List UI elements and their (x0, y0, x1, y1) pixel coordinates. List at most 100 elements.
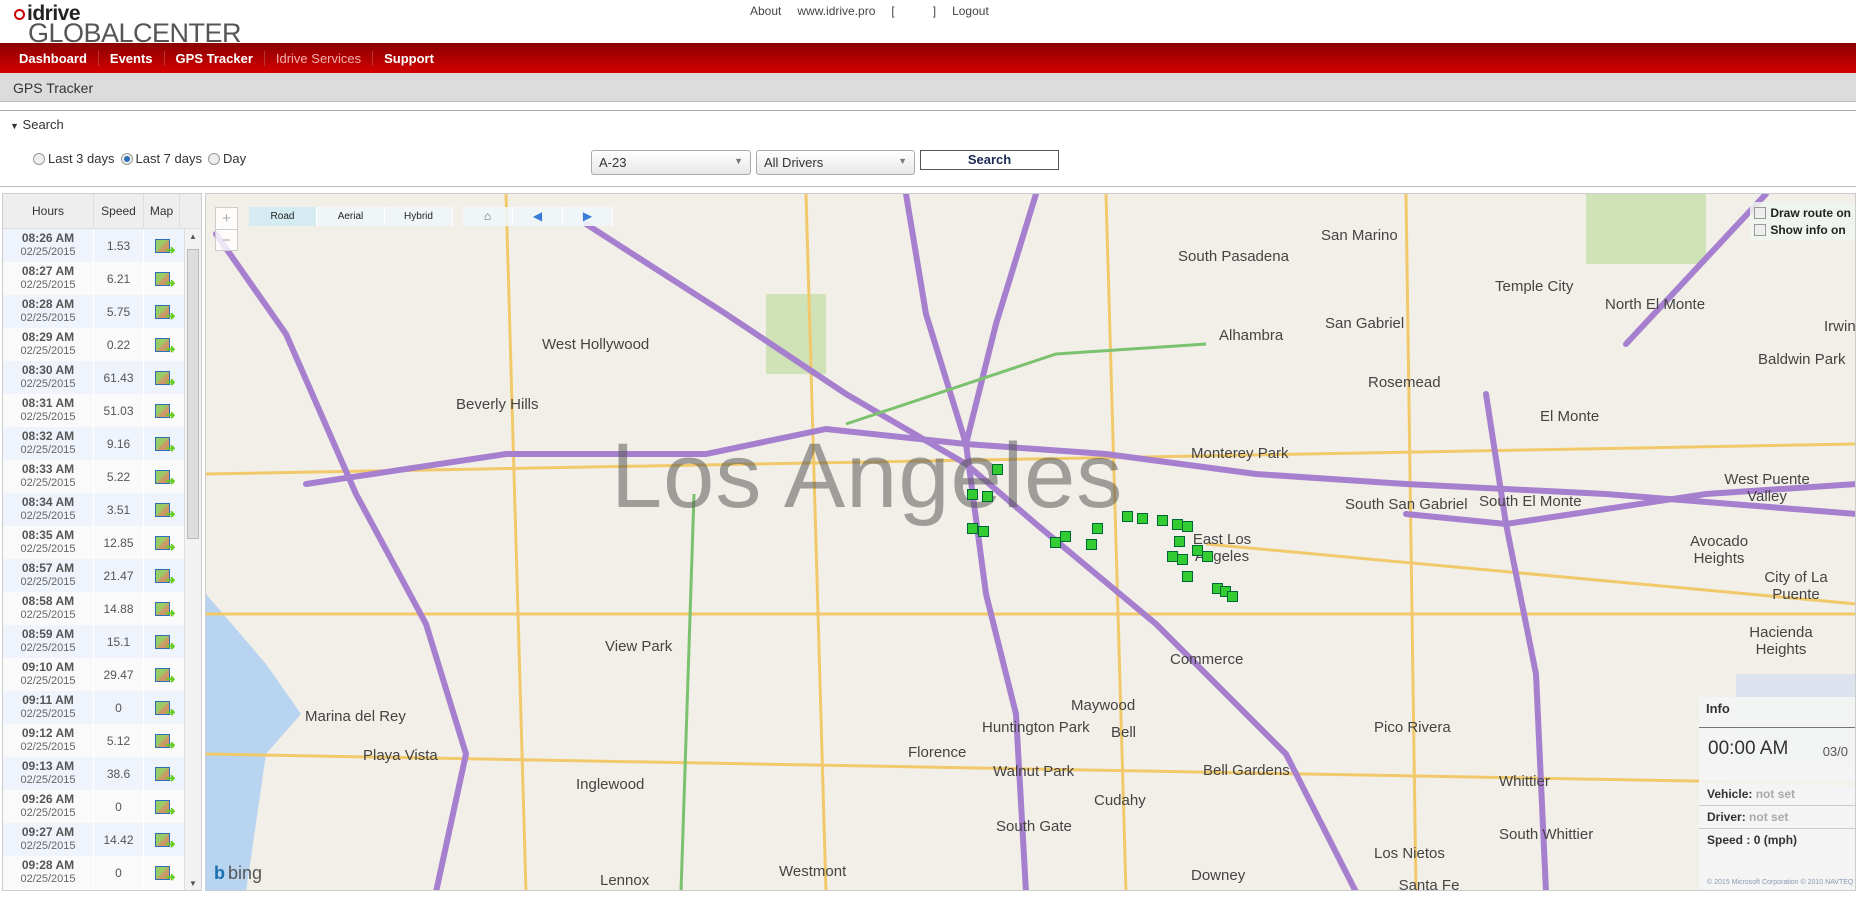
zoom-out-icon[interactable]: − (216, 229, 237, 250)
show-on-map-icon[interactable] (154, 766, 176, 785)
track-point-marker[interactable] (967, 523, 978, 534)
table-row[interactable]: 08:32 AM 02/25/2015 9.16 (3, 427, 184, 460)
show-on-map-icon[interactable] (154, 733, 176, 752)
track-point-marker[interactable] (1122, 511, 1133, 522)
show-on-map-icon[interactable] (154, 469, 176, 488)
arrow-right-icon[interactable]: ▶ (563, 207, 613, 226)
col-hours[interactable]: Hours (3, 194, 94, 228)
table-row[interactable]: 08:58 AM 02/25/2015 14.88 (3, 592, 184, 625)
show-on-map-icon[interactable] (154, 568, 176, 587)
show-on-map-icon[interactable] (154, 832, 176, 851)
track-point-marker[interactable] (1157, 515, 1168, 526)
place-label: Bell Gardens (1203, 762, 1290, 779)
table-row[interactable]: 09:13 AM 02/25/2015 38.6 (3, 757, 184, 790)
driver-select[interactable]: All Drivers ▼ (756, 150, 915, 175)
table-row[interactable]: 08:57 AM 02/25/2015 21.47 (3, 559, 184, 592)
show-on-map-icon[interactable] (154, 271, 176, 290)
show-on-map-icon[interactable] (154, 370, 176, 389)
table-row[interactable]: 08:35 AM 02/25/2015 12.85 (3, 526, 184, 559)
radio-last-3-days[interactable]: Last 3 days (33, 151, 115, 166)
table-row[interactable]: 09:10 AM 02/25/2015 29.47 (3, 658, 184, 691)
track-point-marker[interactable] (992, 464, 1003, 475)
table-row[interactable]: 08:26 AM 02/25/2015 1.53 (3, 229, 184, 262)
row-speed: 0 (94, 691, 144, 724)
track-point-marker[interactable] (1050, 537, 1061, 548)
track-point-marker[interactable] (1182, 571, 1193, 582)
track-point-marker[interactable] (1137, 513, 1148, 524)
track-point-marker[interactable] (967, 489, 978, 500)
track-point-marker[interactable] (1174, 536, 1185, 547)
track-point-marker[interactable] (1177, 554, 1188, 565)
show-on-map-icon[interactable] (154, 535, 176, 554)
show-on-map-icon[interactable] (154, 304, 176, 323)
col-speed[interactable]: Speed (94, 194, 144, 228)
show-on-map-icon[interactable] (154, 601, 176, 620)
track-point-marker[interactable] (978, 526, 989, 537)
radio-day[interactable]: Day (208, 151, 246, 166)
show-on-map-icon[interactable] (154, 799, 176, 818)
nav-gps-tracker[interactable]: GPS Tracker (165, 50, 265, 66)
radio-last-7-days[interactable]: Last 7 days (120, 151, 202, 166)
table-row[interactable]: 08:31 AM 02/25/2015 51.03 (3, 394, 184, 427)
col-map[interactable]: Map (144, 194, 180, 228)
table-row[interactable]: 09:26 AM 02/25/2015 0 (3, 790, 184, 823)
nav-support[interactable]: Support (384, 50, 434, 66)
show-info-checkbox[interactable]: Show info on (1754, 221, 1851, 238)
table-row[interactable]: 09:27 AM 02/25/2015 14.42 (3, 823, 184, 856)
show-on-map-icon[interactable] (154, 403, 176, 422)
track-point-marker[interactable] (1086, 539, 1097, 550)
track-point-marker[interactable] (1060, 531, 1071, 542)
show-on-map-icon[interactable] (154, 865, 176, 884)
show-on-map-icon[interactable] (154, 337, 176, 356)
track-point-marker[interactable] (1202, 551, 1213, 562)
track-point-marker[interactable] (1182, 521, 1193, 532)
map[interactable]: Los Angeles West Hollywood Beverly Hills S… (205, 193, 1856, 891)
draw-route-checkbox[interactable]: Draw route on (1754, 204, 1851, 221)
nav-dashboard[interactable]: Dashboard (8, 50, 99, 66)
show-on-map-icon[interactable] (154, 436, 176, 455)
map-type-road[interactable]: Road (249, 207, 317, 226)
table-row[interactable]: 08:59 AM 02/25/2015 15.1 (3, 625, 184, 658)
table-row[interactable]: 08:28 AM 02/25/2015 5.75 (3, 295, 184, 328)
table-row[interactable]: 08:29 AM 02/25/2015 0.22 (3, 328, 184, 361)
table-row[interactable]: 08:27 AM 02/25/2015 6.21 (3, 262, 184, 295)
show-on-map-icon[interactable] (154, 238, 176, 257)
track-point-marker[interactable] (1192, 545, 1203, 556)
show-on-map-icon[interactable] (154, 667, 176, 686)
table-row[interactable]: 08:33 AM 02/25/2015 5.22 (3, 460, 184, 493)
table-row[interactable]: 08:30 AM 02/25/2015 61.43 (3, 361, 184, 394)
show-on-map-icon[interactable] (154, 700, 176, 719)
site-link[interactable]: www.idrive.pro (797, 4, 876, 18)
place-label: South El Monte (1479, 493, 1582, 510)
zoom-in-icon[interactable]: + (222, 210, 231, 227)
scrollbar[interactable]: ▲ ▼ (184, 229, 201, 890)
triangle-down-icon: ▼ (10, 121, 19, 131)
show-on-map-icon[interactable] (154, 634, 176, 653)
info-title: Info (1699, 697, 1855, 728)
row-speed: 6.21 (94, 262, 144, 295)
track-point-marker[interactable] (982, 491, 993, 502)
logout-link[interactable]: Logout (952, 4, 989, 18)
table-row[interactable]: 09:28 AM 02/25/2015 0 (3, 856, 184, 889)
row-hours: 08:27 AM 02/25/2015 (3, 262, 94, 295)
table-row[interactable]: 09:12 AM 02/25/2015 5.12 (3, 724, 184, 757)
arrow-left-icon[interactable]: ◀ (513, 207, 563, 226)
vehicle-select[interactable]: A-23 ▼ (591, 150, 751, 175)
map-type-aerial[interactable]: Aerial (317, 207, 385, 226)
presentation-icon[interactable]: ⌂ (463, 207, 513, 226)
search-button[interactable]: Search (920, 150, 1059, 170)
table-row[interactable]: 09:11 AM 02/25/2015 0 (3, 691, 184, 724)
about-link[interactable]: About (750, 4, 782, 18)
logo[interactable]: idrive GLOBALCENTER (14, 2, 242, 47)
search-toggle[interactable]: ▼ Search (10, 117, 64, 132)
map-type-hybrid[interactable]: Hybrid (385, 207, 453, 226)
track-point-marker[interactable] (1092, 523, 1103, 534)
nav-idrive-services[interactable]: Idrive Services (265, 50, 374, 66)
row-hours: 08:33 AM 02/25/2015 (3, 460, 94, 493)
track-point-marker[interactable] (1227, 591, 1238, 602)
show-on-map-icon[interactable] (154, 502, 176, 521)
nav-events[interactable]: Events (99, 50, 165, 66)
divider (0, 186, 1856, 187)
table-row[interactable]: 08:34 AM 02/25/2015 3.51 (3, 493, 184, 526)
row-speed: 51.03 (94, 394, 144, 427)
